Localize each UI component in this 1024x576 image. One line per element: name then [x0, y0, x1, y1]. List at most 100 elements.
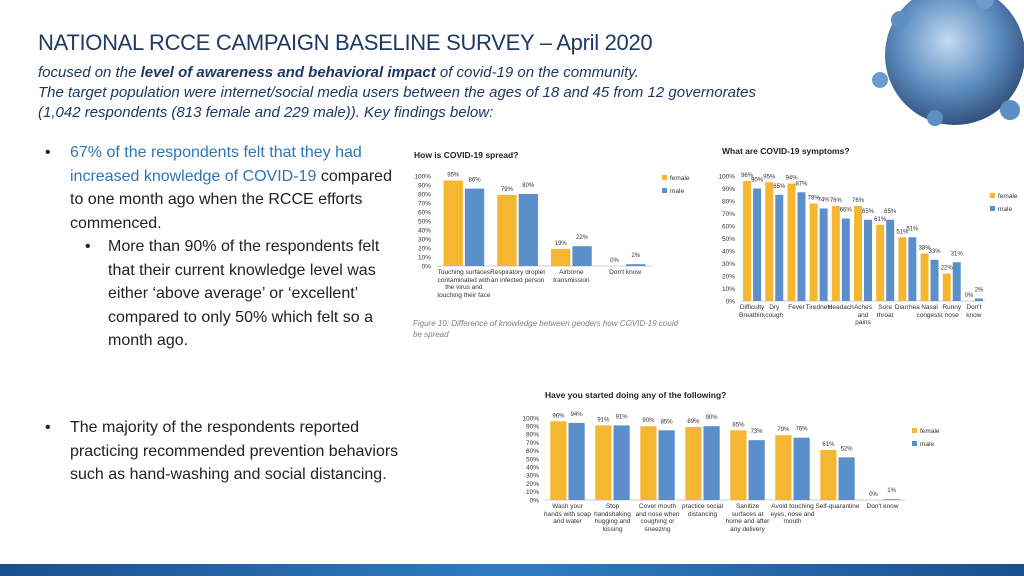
chart-title: What are COVID-19 symptoms? — [722, 146, 850, 156]
bar — [920, 253, 929, 301]
y-tick-label: 20% — [722, 273, 735, 280]
legend-label: female — [998, 193, 1018, 200]
legend-label: female — [670, 175, 690, 182]
x-tick-label: Fever — [788, 304, 805, 311]
x-tick-label: Nasal congestion — [916, 304, 942, 319]
bullet-text: compared to one month ago when the RCCE … — [70, 167, 392, 232]
legend-label: male — [670, 188, 684, 195]
y-tick-label: 20% — [418, 245, 431, 252]
bar — [775, 194, 784, 301]
bar — [572, 246, 592, 266]
subtitle-text: The target population were internet/soci… — [38, 84, 756, 101]
x-tick-label-box: Stop handshaking hugging and kissing — [594, 503, 631, 533]
value-label: 90% — [751, 178, 764, 184]
x-tick-label-box: Dry cough — [765, 304, 784, 319]
value-label: 85% — [732, 422, 745, 428]
x-tick-label: Tiredness — [805, 304, 832, 311]
x-tick-label-box: Diarrhea — [895, 304, 920, 311]
legend-swatch — [990, 206, 995, 211]
x-tick-label: Touching surfaces contaminated with the … — [437, 269, 491, 299]
bar — [819, 208, 828, 301]
footer-band — [0, 564, 1024, 576]
x-tick-label-box: Self-quarantine — [815, 503, 859, 510]
bullet-highlight: 67% of the respondents felt that they ha… — [70, 144, 362, 185]
legend-swatch — [662, 175, 667, 180]
bar — [626, 264, 646, 266]
value-label: 2% — [975, 288, 984, 294]
bar — [568, 422, 585, 500]
subtitle-emphasis: level of awareness and behavioral impact — [140, 64, 436, 81]
bar — [518, 194, 538, 266]
x-tick-label: Cover mouth and nose when coughing or sn… — [635, 503, 680, 533]
value-label: 96% — [552, 413, 565, 419]
x-tick-label-box: Don't know — [609, 269, 642, 276]
value-label: 87% — [795, 181, 808, 187]
value-label: 94% — [571, 412, 584, 418]
bar — [730, 430, 747, 500]
value-label: 33% — [929, 249, 942, 255]
bar — [613, 425, 630, 500]
x-tick-label-box: Sanitize surfaces at home and after any … — [726, 503, 770, 533]
x-tick-label: Aches and pains — [853, 304, 873, 326]
y-tick-label: 40% — [722, 248, 735, 255]
value-label: 76% — [796, 427, 809, 433]
value-label: 80% — [522, 183, 535, 189]
x-tick-label-box: Wash your hands with soap and water — [544, 503, 591, 525]
value-label: 79% — [777, 427, 790, 433]
bar — [765, 182, 774, 301]
x-tick-label-box: Difficulty Breathing — [739, 304, 766, 319]
value-label: 22% — [941, 266, 954, 272]
value-label: 74% — [818, 198, 831, 204]
y-tick-label: 10% — [526, 489, 539, 496]
x-tick-label-box: Cover mouth and nose when coughing or sn… — [635, 503, 680, 533]
bar — [703, 426, 720, 500]
chart-caption: Figure 10: Difference of knowledge betwe… — [413, 319, 679, 339]
x-tick-label-box: Airborne transmission — [553, 269, 590, 284]
x-tick-label-box: Don't know — [966, 304, 981, 319]
y-tick-label: 30% — [526, 473, 539, 480]
bar — [753, 188, 762, 301]
y-tick-label: 30% — [418, 236, 431, 243]
slide-subtitle: focused on the level of awareness and be… — [38, 63, 898, 123]
x-tick-label: Don't know — [609, 269, 642, 276]
x-tick-label: Airborne transmission — [553, 269, 590, 284]
value-label: 95% — [763, 174, 776, 180]
y-tick-label: 0% — [530, 497, 540, 504]
chart-title: Have you started doing any of the follow… — [545, 390, 726, 400]
y-tick-label: 90% — [722, 186, 735, 193]
bar — [497, 194, 517, 266]
bar — [974, 298, 983, 301]
bar — [658, 430, 675, 500]
y-tick-label: 80% — [526, 432, 539, 439]
y-tick-label: 60% — [722, 223, 735, 230]
legend-swatch — [912, 441, 917, 446]
chart: How is COVID-19 spread? 0% 10% 20% 30% 40% 50%… — [410, 146, 695, 344]
bar — [551, 248, 571, 266]
value-label: 76% — [830, 198, 843, 204]
value-label: 31% — [951, 251, 964, 257]
value-label: 89% — [687, 419, 700, 425]
bar — [898, 237, 907, 301]
y-tick-label: 90% — [418, 182, 431, 189]
y-tick-label: 50% — [722, 236, 735, 243]
y-tick-label: 60% — [418, 209, 431, 216]
x-tick-label: Stop handshaking hugging and kissing — [594, 503, 631, 533]
value-label: 95% — [447, 173, 460, 179]
bar — [854, 206, 862, 301]
x-tick-label: Difficulty Breathing — [739, 304, 766, 319]
bullet-list: 67% of the respondents felt that they ha… — [45, 141, 405, 353]
bar — [743, 181, 752, 301]
x-tick-label-box: Avoid touching eyes, nose and mouth — [770, 503, 814, 525]
x-tick-label: Headache — [827, 304, 854, 311]
y-tick-label: 100% — [718, 173, 735, 180]
x-tick-label: Respiratory droplet an infected person — [490, 269, 546, 284]
value-label: 65% — [862, 209, 875, 215]
subtitle-text: focused on the — [38, 64, 141, 81]
legend-label: female — [920, 428, 940, 435]
value-label: 94% — [785, 176, 798, 182]
x-tick-label: Dry cough — [765, 304, 784, 319]
x-tick-label: Wash your hands with soap and water — [544, 503, 591, 525]
value-label: 91% — [597, 417, 610, 423]
value-label: 65% — [884, 209, 897, 215]
